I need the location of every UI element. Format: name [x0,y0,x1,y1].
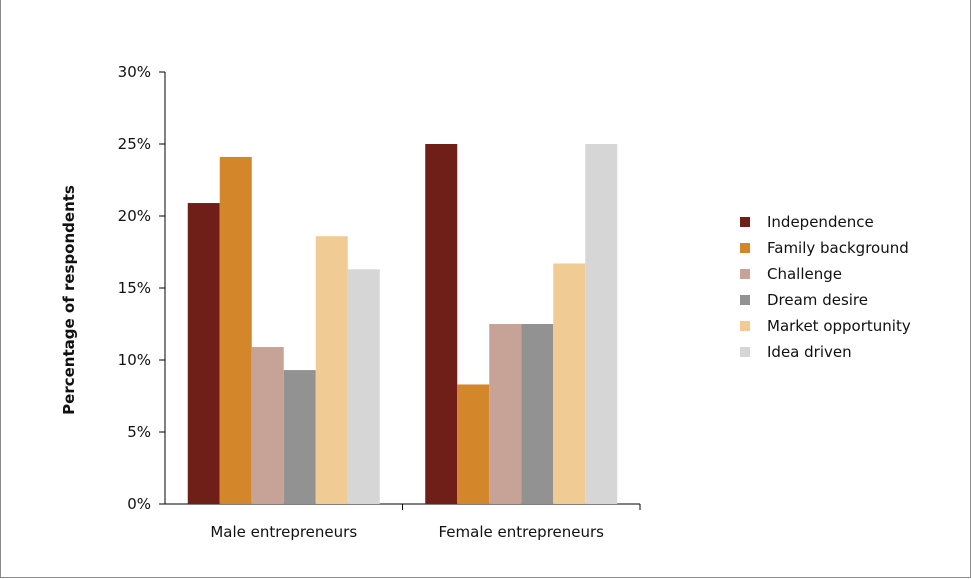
bar [251,347,284,504]
bar [283,370,316,504]
bar [219,156,252,504]
legend-swatch [740,269,750,279]
y-tick-label: 5% [127,423,151,441]
bar [521,324,554,504]
y-tick-label: 0% [127,495,151,513]
y-axis-label: Percentage of respondents [60,185,78,415]
y-tick-label: 20% [118,207,151,225]
bar [489,324,522,504]
legend-label: Market opportunity [767,317,911,335]
y-tick-label: 25% [118,135,151,153]
legend-swatch [740,347,750,357]
legend-swatch [740,295,750,305]
legend-label: Independence [767,213,874,231]
plot-area: 0% 5% 10% 15% 20% 25% 30% Male entrepreneurs Fem… [118,63,641,541]
legend-label: Dream desire [767,291,868,309]
legend: Independence Family background Challenge Dr… [740,213,911,361]
x-tick-label: Male entrepreneurs [210,523,357,541]
bar [425,144,458,504]
y-tick-label: 15% [118,279,151,297]
legend-label: Challenge [767,265,842,283]
legend-swatch [740,243,750,253]
bar [187,203,220,505]
bar [553,263,586,504]
y-tick-label: 10% [118,351,151,369]
legend-swatch [740,321,750,331]
bar [457,384,490,504]
legend-swatch [740,217,750,227]
bar [585,144,618,504]
bar [315,236,348,504]
bar [347,269,380,504]
legend-label: Family background [767,239,909,257]
legend-label: Idea driven [767,343,852,361]
x-tick-label: Female entrepreneurs [439,523,605,541]
y-tick-label: 30% [118,63,151,81]
